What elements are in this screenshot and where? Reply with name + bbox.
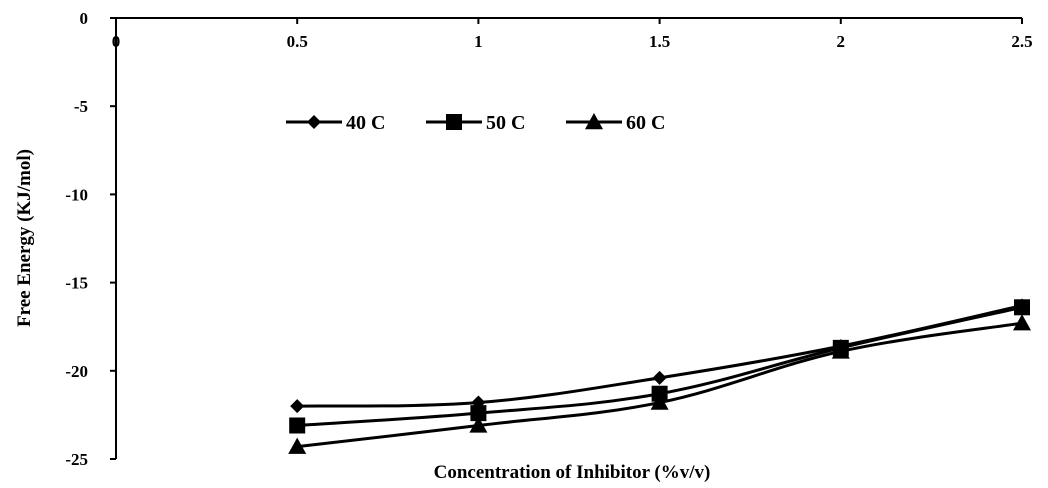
data-point-triangle bbox=[1013, 314, 1031, 331]
y-tick-label: 0 bbox=[80, 9, 89, 28]
series-triangle bbox=[288, 314, 1031, 454]
x-axis-title: Concentration of Inhibitor (%v/v) bbox=[434, 462, 711, 483]
legend-item: 60 C bbox=[566, 112, 665, 134]
y-tick-label: -25 bbox=[65, 450, 88, 469]
legend-item: 50 C bbox=[426, 112, 525, 134]
data-point-triangle bbox=[469, 416, 488, 433]
legend-marker-square bbox=[446, 114, 462, 130]
x-tick-label: 0.5 bbox=[287, 32, 308, 51]
data-point-triangle bbox=[650, 393, 669, 410]
data-point-square bbox=[470, 405, 487, 422]
y-tick-label: -20 bbox=[65, 362, 88, 381]
y-tick-label: -15 bbox=[65, 274, 88, 293]
x-axis: 0 0.5 1 1.5 2 2.5 bbox=[112, 17, 1033, 51]
x-tick-label: 1 bbox=[474, 32, 483, 51]
legend: 40 C 50 C 60 C bbox=[286, 112, 665, 134]
y-tick-label: -5 bbox=[74, 97, 88, 116]
data-point-triangle bbox=[288, 437, 307, 454]
legend-label: 60 C bbox=[626, 112, 665, 134]
legend-label: 50 C bbox=[486, 112, 525, 134]
x-tick-label: 1.5 bbox=[649, 32, 670, 51]
data-point-square bbox=[289, 417, 306, 434]
y-axis: 0 -5 -10 -15 -20 -25 bbox=[65, 9, 117, 469]
x-tick-label: 2 bbox=[837, 32, 846, 51]
x-tick-label: 0 bbox=[112, 32, 121, 51]
series-line bbox=[297, 321, 1023, 449]
series-square bbox=[289, 299, 1030, 434]
legend-marker-diamond bbox=[307, 115, 321, 129]
x-tick-label: 2.5 bbox=[1011, 32, 1032, 51]
data-point-square bbox=[1014, 299, 1030, 316]
data-point-diamond bbox=[652, 370, 667, 385]
legend-item: 40 C bbox=[286, 112, 385, 134]
data-point-diamond bbox=[290, 399, 305, 414]
legend-marker-triangle bbox=[585, 113, 603, 130]
legend-label: 40 C bbox=[346, 112, 385, 134]
y-axis-title: Free Energy (KJ/mol) bbox=[14, 149, 35, 327]
y-tick-label: -10 bbox=[65, 185, 88, 204]
series-layer bbox=[288, 298, 1031, 454]
data-point-triangle bbox=[831, 342, 850, 359]
